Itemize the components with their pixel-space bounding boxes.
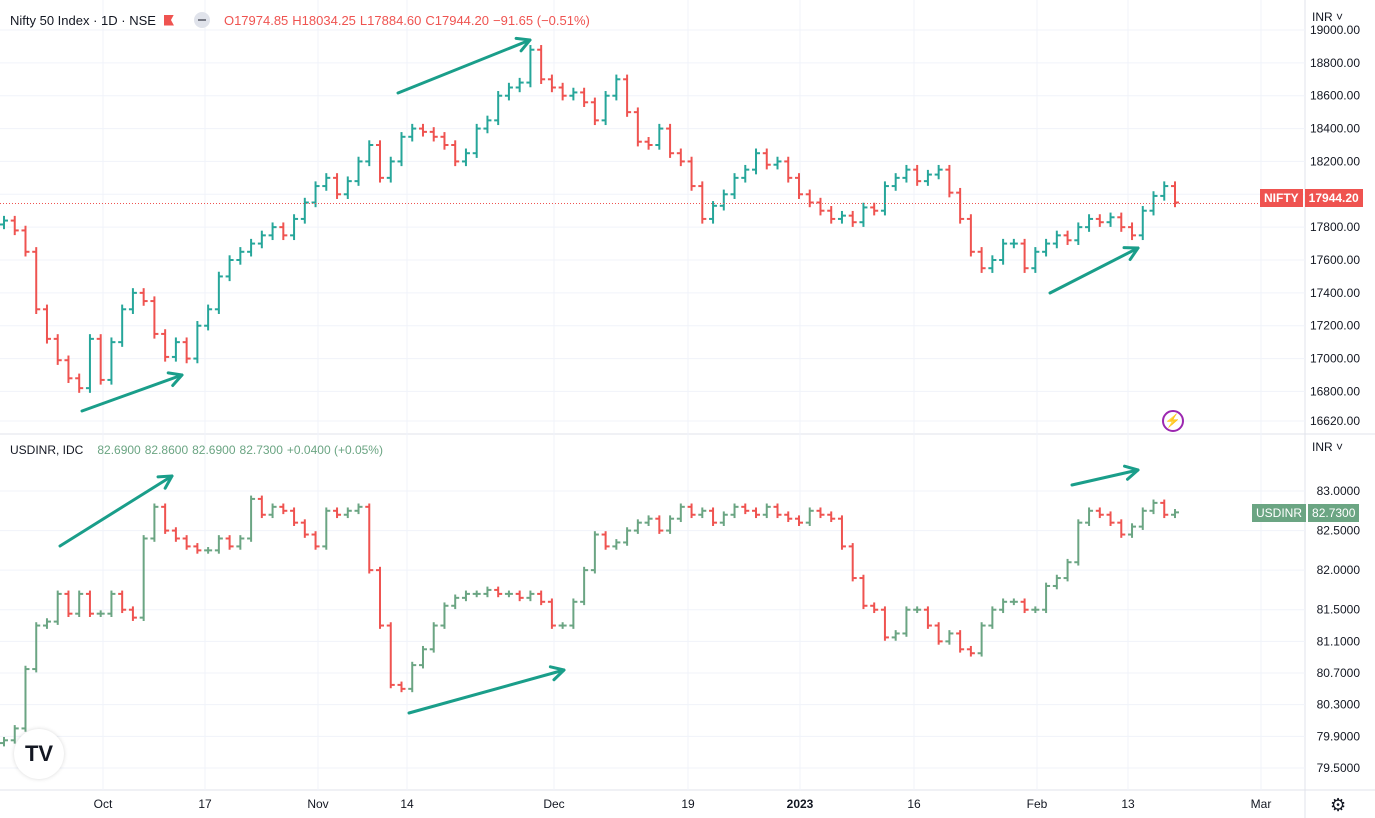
- x-tick-label: 17: [198, 797, 212, 811]
- trend-arrow: [396, 38, 532, 95]
- trend-arrow-head: [166, 371, 184, 387]
- bottom-high: 82.8600: [144, 443, 189, 457]
- collapse-icon[interactable]: [193, 12, 210, 28]
- x-tick-label: Feb: [1027, 797, 1048, 811]
- trend-arrow: [80, 373, 184, 413]
- tradingview-logo-icon[interactable]: TV: [14, 729, 64, 779]
- x-tick-label: 19: [681, 797, 695, 811]
- y-tick-label: 79.5000: [1317, 761, 1361, 775]
- y-tick-label: 18400.00: [1310, 122, 1360, 136]
- y-tick-label: 16620.00: [1310, 414, 1360, 428]
- x-tick-label: 2023: [787, 797, 814, 811]
- y-tick-label: 18200.00: [1310, 154, 1360, 168]
- top-close: C17944.20: [425, 12, 489, 28]
- top-open: O17974.85: [223, 12, 289, 28]
- currency-bottom-label: INR: [1312, 440, 1333, 454]
- bottom-close: 82.7300: [239, 443, 283, 457]
- x-tick-label: Nov: [307, 797, 328, 811]
- y-tick-label: 17400.00: [1310, 286, 1360, 300]
- y-tick-label: 17000.00: [1310, 352, 1360, 366]
- x-tick-label: 13: [1121, 797, 1135, 811]
- y-tick-label: 79.9000: [1317, 729, 1361, 743]
- y-tick-label: 17600.00: [1310, 253, 1360, 267]
- trend-arrow-head: [156, 474, 174, 490]
- flag-icon[interactable]: [163, 14, 174, 26]
- top-legend: Nifty 50 Index · 1D · NSE O17974.85 H180…: [10, 12, 590, 28]
- y-tick-label: 80.7000: [1317, 666, 1361, 680]
- y-tick-label: 18800.00: [1310, 56, 1360, 70]
- top-symbol[interactable]: Nifty 50 Index · 1D · NSE: [10, 12, 156, 28]
- y-tick-label: 19000.00: [1310, 23, 1360, 37]
- y-tick-label: 18600.00: [1310, 89, 1360, 103]
- currency-bottom[interactable]: INR ˅: [1312, 440, 1343, 454]
- bolt-icon[interactable]: ⚡: [1162, 410, 1184, 432]
- chevron-down-icon: ˅: [1332, 440, 1344, 454]
- nifty-tag-name: NIFTY: [1260, 189, 1303, 207]
- bottom-change: +0.0400 (+0.05%): [286, 443, 383, 457]
- y-tick-label: 82.0000: [1317, 563, 1361, 577]
- x-tick-label: Mar: [1251, 797, 1272, 811]
- y-tick-label: 80.3000: [1317, 698, 1361, 712]
- y-tick-label: 83.0000: [1317, 484, 1361, 498]
- bottom-symbol[interactable]: USDINR, IDC: [10, 443, 84, 457]
- x-tick-label: 16: [907, 797, 921, 811]
- y-tick-label: 16800.00: [1310, 384, 1360, 398]
- chevron-down-icon: ˅: [1332, 10, 1344, 24]
- top-change: −91.65 (−0.51%): [493, 12, 590, 28]
- currency-top[interactable]: INR ˅: [1312, 10, 1343, 24]
- nifty-price-tag: NIFTY 17944.20: [1260, 189, 1363, 207]
- trend-arrow: [1070, 468, 1140, 487]
- bottom-open: 82.6900: [97, 443, 141, 457]
- bottom-low: 82.6900: [192, 443, 236, 457]
- trend-arrow-head: [1123, 464, 1140, 481]
- y-tick-label: 81.1000: [1317, 634, 1361, 648]
- currency-top-label: INR: [1312, 10, 1333, 24]
- trend-arrow: [1048, 246, 1140, 295]
- gear-icon[interactable]: ⚙: [1330, 795, 1347, 815]
- x-tick-label: 14: [400, 797, 414, 811]
- usdinr-tag-value: 82.7300: [1308, 504, 1360, 522]
- top-low: L17884.60: [359, 12, 422, 28]
- x-tick-label: Oct: [94, 797, 113, 811]
- trend-arrow-head: [514, 36, 532, 53]
- trend-arrow-head: [548, 665, 566, 682]
- usdinr-tag-name: USDINR: [1252, 504, 1307, 522]
- x-tick-label: Dec: [543, 797, 564, 811]
- y-tick-label: 17800.00: [1310, 220, 1360, 234]
- top-high: H18034.25: [292, 12, 356, 28]
- usdinr-price-tag: USDINR 82.7300: [1252, 504, 1360, 522]
- y-tick-label: 17200.00: [1310, 319, 1360, 333]
- bottom-legend: USDINR, IDC 82.6900 82.8600 82.6900 82.7…: [10, 443, 383, 457]
- nifty-tag-value: 17944.20: [1304, 189, 1363, 207]
- trend-arrow: [407, 668, 566, 715]
- trend-arrow: [58, 474, 174, 548]
- y-tick-label: 81.5000: [1317, 603, 1361, 617]
- y-tick-label: 82.5000: [1317, 524, 1361, 538]
- trend-arrow-head: [1122, 246, 1140, 262]
